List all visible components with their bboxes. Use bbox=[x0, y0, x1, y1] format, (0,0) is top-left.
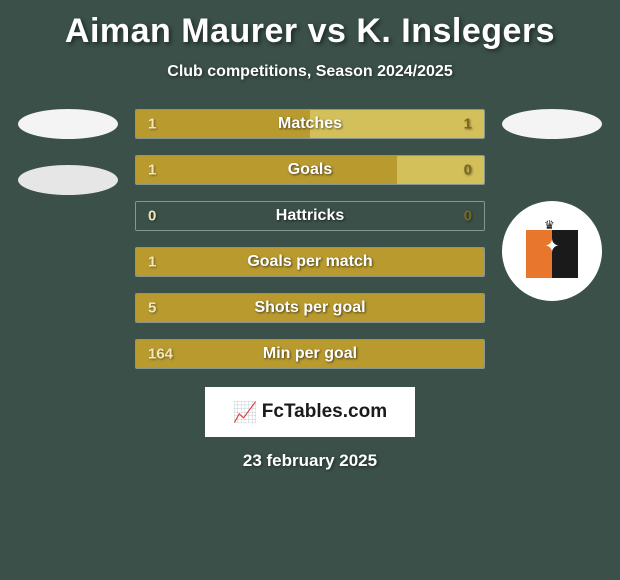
stat-value-left: 1 bbox=[148, 162, 156, 179]
stat-bar-left bbox=[136, 156, 397, 184]
stat-value-right: 0 bbox=[464, 208, 472, 225]
stat-value-right: 0 bbox=[464, 162, 472, 179]
stat-value-left: 164 bbox=[148, 346, 173, 363]
stat-value-left: 0 bbox=[148, 208, 156, 225]
stat-row: Min per goal 164 bbox=[135, 339, 485, 369]
left-player-column bbox=[13, 101, 123, 221]
stat-value-left: 5 bbox=[148, 300, 156, 317]
comparison-content: Matches 1 1 Goals 1 0 Hattricks 0 0 Goals per mat… bbox=[0, 101, 620, 369]
stat-value-right: 1 bbox=[464, 116, 472, 133]
logo-text: FcTables.com bbox=[262, 401, 387, 423]
left-player-placeholder-2 bbox=[18, 165, 118, 195]
stat-label: Hattricks bbox=[276, 207, 344, 225]
fctables-logo: 📈 FcTables.com bbox=[205, 387, 415, 437]
stat-row: Goals per match 1 bbox=[135, 247, 485, 277]
comparison-title: Aiman Maurer vs K. Inslegers bbox=[0, 0, 620, 55]
stat-value-left: 1 bbox=[148, 254, 156, 271]
stat-bars: Matches 1 1 Goals 1 0 Hattricks 0 0 Goals per mat… bbox=[135, 101, 485, 369]
stat-row: Hattricks 0 0 bbox=[135, 201, 485, 231]
stat-value-left: 1 bbox=[148, 116, 156, 133]
chart-icon: 📈 bbox=[233, 400, 258, 425]
stat-label: Goals per match bbox=[247, 253, 372, 271]
left-player-placeholder-1 bbox=[18, 109, 118, 139]
comparison-date: 23 february 2025 bbox=[0, 437, 620, 471]
right-club-badge: ♛ ✦ bbox=[502, 201, 602, 301]
stat-label: Min per goal bbox=[263, 345, 357, 363]
stat-row: Goals 1 0 bbox=[135, 155, 485, 185]
stat-row: Shots per goal 5 bbox=[135, 293, 485, 323]
club-crest-icon: ♛ ✦ bbox=[526, 220, 578, 282]
stat-row: Matches 1 1 bbox=[135, 109, 485, 139]
right-player-column: ♛ ✦ bbox=[497, 101, 607, 301]
stat-label: Matches bbox=[278, 115, 342, 133]
comparison-subtitle: Club competitions, Season 2024/2025 bbox=[0, 55, 620, 101]
right-player-placeholder bbox=[502, 109, 602, 139]
stat-label: Shots per goal bbox=[254, 299, 365, 317]
stat-label: Goals bbox=[288, 161, 332, 179]
